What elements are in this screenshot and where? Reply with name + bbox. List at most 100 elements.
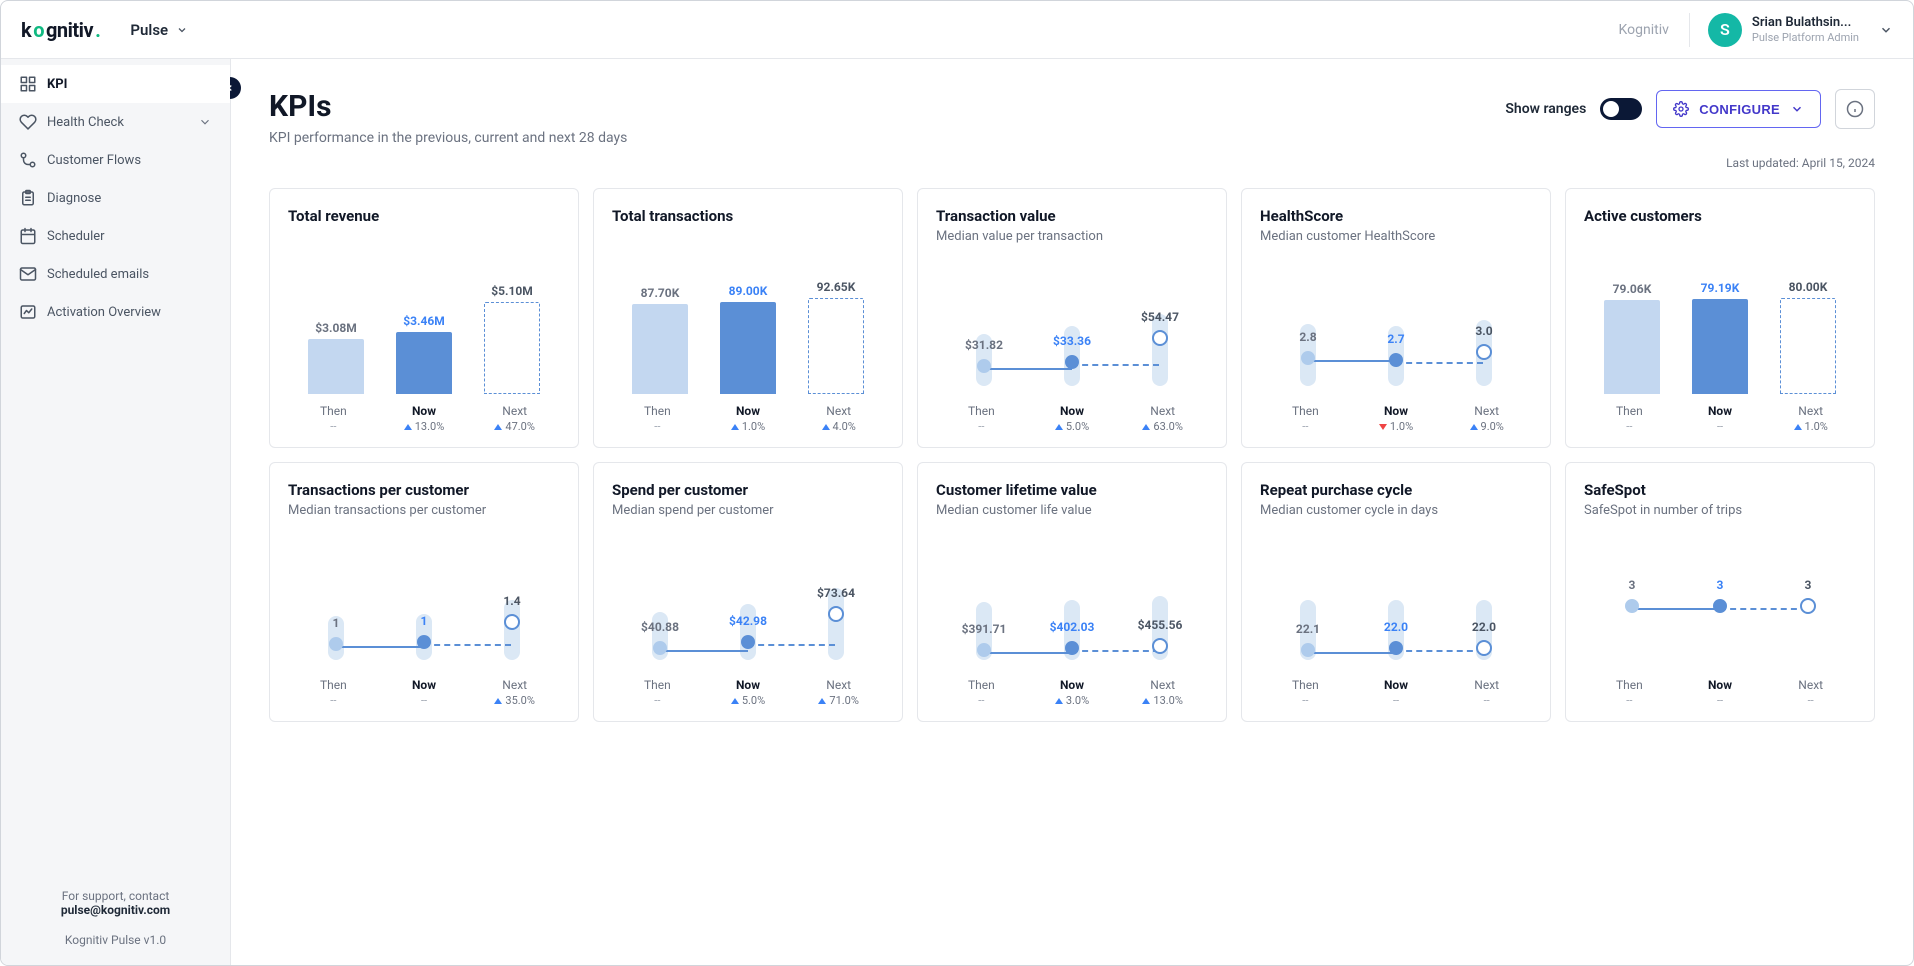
bar-next: 80.00K — [1780, 280, 1836, 394]
delta-value: 5.0% — [742, 694, 765, 707]
legend-next: Next — [1117, 678, 1208, 692]
legend-next: Next — [793, 678, 884, 692]
bar-value-label: 89.00K — [729, 284, 768, 298]
triangle-up-icon — [1142, 424, 1150, 430]
legend-next: Next — [469, 678, 560, 692]
support-email[interactable]: pulse@kognitiv.com — [19, 903, 212, 917]
delta-now: 5.0% — [703, 694, 794, 707]
delta-value: 1.0% — [1805, 420, 1828, 433]
delta-next: 35.0% — [469, 694, 560, 707]
range-dot — [1065, 355, 1079, 369]
grid-icon — [19, 75, 37, 93]
range-chart: 22.1 22.0 22.0 — [1260, 524, 1532, 672]
delta-none: -- — [1808, 694, 1814, 707]
info-button[interactable] — [1835, 89, 1875, 129]
delta-none: -- — [1717, 420, 1723, 433]
range-col-now: 2.7 — [1368, 250, 1424, 394]
range-line — [661, 650, 748, 652]
chevron-down-icon — [176, 24, 188, 36]
range-value-label: 3 — [1805, 578, 1812, 592]
kpi-card[interactable]: Spend per customer Median spend per cust… — [593, 462, 903, 722]
legend-next: Next — [1117, 404, 1208, 418]
delta-then: -- — [1584, 694, 1675, 707]
kpi-card[interactable]: Total transactions 87.70K 89.00K 92.65K … — [593, 188, 903, 448]
delta-then: -- — [1584, 420, 1675, 433]
range-line — [985, 368, 1072, 370]
bar-rect — [720, 302, 776, 394]
logo-o: o — [33, 18, 44, 42]
user-menu[interactable]: S Srian Bulathsin... Pulse Platform Admi… — [1689, 13, 1893, 47]
configure-button[interactable]: CONFIGURE — [1656, 90, 1821, 128]
kpi-grid: Total revenue $3.08M $3.46M $5.10M Then … — [269, 188, 1875, 722]
kpi-card[interactable]: Active customers 79.06K 79.19K 80.00K Th… — [1565, 188, 1875, 448]
legend-row: Then Now Next — [1260, 404, 1532, 418]
chart-area: $40.88 $42.98 $73.64 — [612, 524, 884, 672]
sidebar-item-kpi[interactable]: KPI — [1, 65, 230, 103]
kpi-card[interactable]: HealthScore Median customer HealthScore … — [1241, 188, 1551, 448]
delta-none: -- — [978, 420, 984, 433]
sidebar-item-activation-overview[interactable]: Activation Overview — [1, 293, 230, 331]
range-col-then: $391.71 — [956, 524, 1012, 668]
range-col-now: $42.98 — [720, 524, 776, 668]
sidebar-item-health-check[interactable]: Health Check — [1, 103, 230, 141]
kpi-card[interactable]: Transaction value Median value per trans… — [917, 188, 1227, 448]
delta-next: 71.0% — [793, 694, 884, 707]
range-value-label: $73.64 — [817, 586, 855, 600]
legend-row: Then Now Next — [936, 678, 1208, 692]
sidebar-item-label: Diagnose — [47, 191, 101, 206]
gear-icon — [1673, 101, 1689, 117]
bar-value-label: 79.06K — [1613, 282, 1652, 296]
product-switcher[interactable]: Pulse — [130, 21, 188, 39]
kpi-card[interactable]: SafeSpot SafeSpot in number of trips 3 3… — [1565, 462, 1875, 722]
delta-row: -- 1.0% 9.0% — [1260, 420, 1532, 433]
delta-value: 13.0% — [415, 420, 445, 433]
range-col-then: $31.82 — [956, 250, 1012, 394]
range-value-label: 1 — [421, 614, 428, 628]
delta-then: -- — [1260, 420, 1351, 433]
card-subtitle: Median transactions per customer — [288, 503, 560, 518]
kpi-card[interactable]: Total revenue $3.08M $3.46M $5.10M Then … — [269, 188, 579, 448]
bar-rect — [632, 304, 688, 394]
bar-rect — [308, 339, 364, 394]
delta-then: -- — [1260, 694, 1351, 707]
sidebar-item-scheduled-emails[interactable]: Scheduled emails — [1, 255, 230, 293]
delta-none: -- — [654, 420, 660, 433]
range-value-label: 3 — [1717, 578, 1724, 592]
range-value-label: $391.71 — [962, 622, 1007, 636]
delta-row: -- -- -- — [1260, 694, 1532, 707]
range-value-label: 1.4 — [503, 594, 520, 608]
delta-row: -- 3.0% 13.0% — [936, 694, 1208, 707]
chevron-down-icon — [1879, 23, 1893, 37]
show-ranges-toggle[interactable] — [1600, 98, 1642, 120]
bar-rect — [396, 332, 452, 394]
legend-now: Now — [703, 404, 794, 418]
delta-next: 1.0% — [1765, 420, 1856, 433]
sidebar-item-diagnose[interactable]: Diagnose — [1, 179, 230, 217]
info-icon — [1846, 100, 1864, 118]
chart-area: 3 3 3 — [1584, 524, 1856, 672]
legend-then: Then — [288, 404, 379, 418]
range-col-now: 22.0 — [1368, 524, 1424, 668]
triangle-up-icon — [494, 698, 502, 704]
kpi-card[interactable]: Repeat purchase cycle Median customer cy… — [1241, 462, 1551, 722]
range-value-label: $40.88 — [641, 620, 679, 634]
sidebar-item-scheduler[interactable]: Scheduler — [1, 217, 230, 255]
sidebar-item-customer-flows[interactable]: Customer Flows — [1, 141, 230, 179]
kpi-card[interactable]: Transactions per customer Median transac… — [269, 462, 579, 722]
legend-next: Next — [1441, 404, 1532, 418]
chart-area: 87.70K 89.00K 92.65K — [612, 231, 884, 398]
triangle-up-icon — [731, 698, 739, 704]
range-dot — [417, 635, 431, 649]
kpi-card[interactable]: Customer lifetime value Median customer … — [917, 462, 1227, 722]
chart-area: $391.71 $402.03 $455.56 — [936, 524, 1208, 672]
bar-value-label: 80.00K — [1789, 280, 1828, 294]
legend-row: Then Now Next — [1260, 678, 1532, 692]
delta-value: 3.0% — [1066, 694, 1089, 707]
mail-icon — [19, 265, 37, 283]
bar-now: 79.19K — [1692, 281, 1748, 394]
range-value-label: $455.56 — [1138, 618, 1183, 632]
delta-value: 63.0% — [1153, 420, 1183, 433]
delta-now: -- — [1675, 420, 1766, 433]
legend-then: Then — [936, 404, 1027, 418]
bar-value-label: 87.70K — [641, 286, 680, 300]
